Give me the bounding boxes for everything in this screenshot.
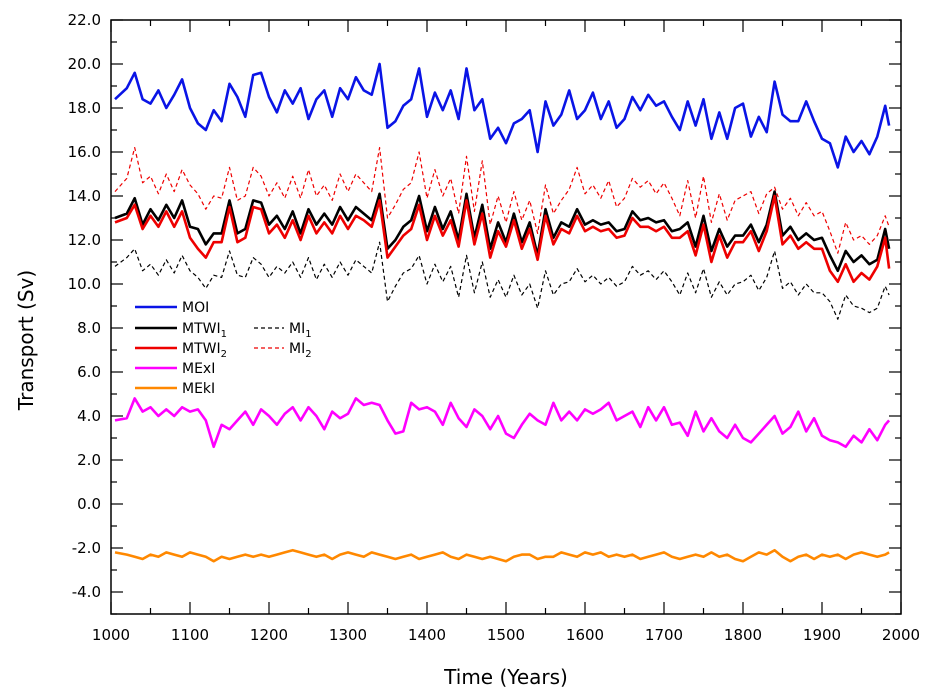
x-tick-label: 1200 [250,626,288,644]
x-tick-label: 1800 [724,626,762,644]
series-line-meki [114,548,890,563]
y-axis-title: Transport (Sv) [14,270,38,411]
series-line-mi1 [114,241,890,320]
x-tick-label: 1700 [645,626,683,644]
series-line-mtwi2 [114,194,891,284]
legend-label-mexi: MExI [182,361,215,377]
x-tick-label: 1400 [408,626,446,644]
y-tick-label: 8.0 [77,319,101,337]
y-tick-label: 18.0 [68,99,101,117]
series-line-moi [114,62,891,169]
x-tick-label: 1500 [487,626,525,644]
series-layer [114,62,891,563]
x-tick-label: 1100 [171,626,209,644]
y-tick-label: 0.0 [77,495,101,513]
y-tick-label: 10.0 [68,275,101,293]
y-tick-label: 22.0 [68,11,101,29]
y-tick-label: -4.0 [72,583,101,601]
x-tick-label: 1900 [803,626,841,644]
x-tick-label: 1600 [566,626,604,644]
legend-label-meki: MEkI [182,381,215,397]
legend-label-mi1: MI1 [289,321,312,340]
legend-label-mtwi1: MTWI1 [182,321,227,340]
y-tick-label: 14.0 [68,187,101,205]
y-tick-label: -2.0 [72,539,101,557]
y-tick-label: 16.0 [68,143,101,161]
y-tick-label: 4.0 [77,407,101,425]
series-line-mi2 [114,147,890,254]
x-tick-label: 2000 [882,626,920,644]
x-tick-label: 1300 [329,626,367,644]
x-tick-label: 1000 [92,626,130,644]
legend-label-mtwi2: MTWI2 [182,341,227,360]
x-axis-title: Time (Years) [443,665,568,689]
y-tick-label: 2.0 [77,451,101,469]
legend-label-moi: MOI [182,300,209,316]
y-tick-label: 20.0 [68,55,101,73]
series-line-mexi [114,397,891,449]
y-tick-label: 12.0 [68,231,101,249]
legend-label-mi2: MI2 [289,341,312,360]
axis-ticks: -4.0 -2.0 0.0 2.0 4.0 6.0 8.0 10.0 12.0 14.0 16.0 1… [68,11,921,644]
y-tick-label: 6.0 [77,363,101,381]
